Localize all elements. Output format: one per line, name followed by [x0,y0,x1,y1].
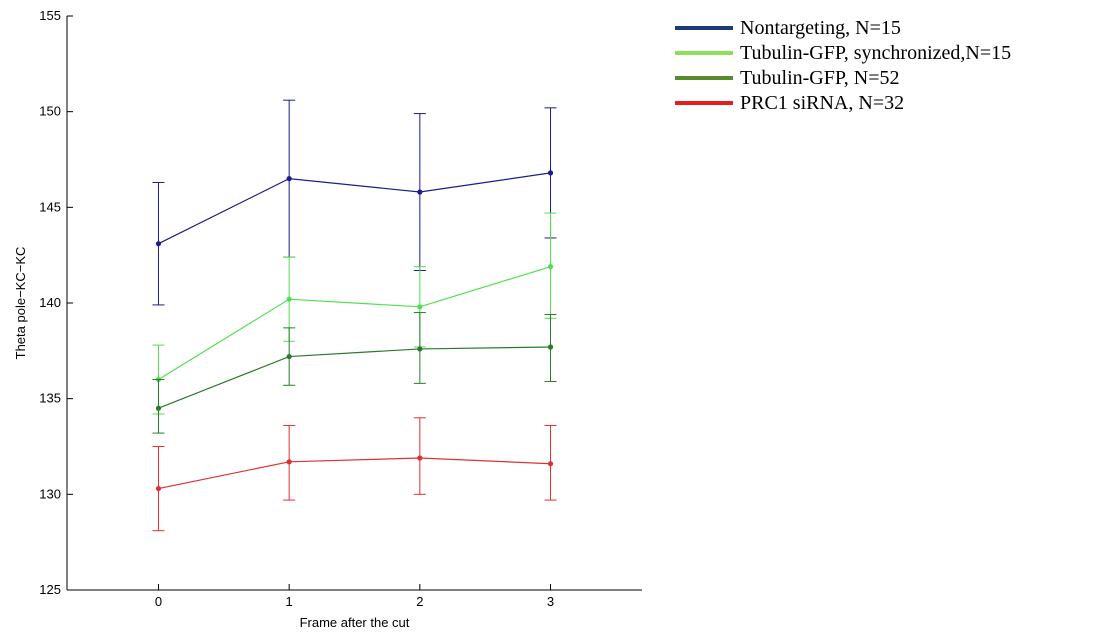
legend-label: Nontargeting, N=15 [740,17,901,39]
data-point [547,264,554,270]
data-point [417,189,423,195]
legend-label: Tubulin-GFP, synchronized,N=15 [740,42,1011,64]
x-tick-label: 2 [416,594,423,609]
legend: Nontargeting, N=15 Tubulin-GFP, synchroni… [675,17,1011,114]
series-2 [152,312,557,434]
legend-item: Nontargeting, N=15 [675,17,901,39]
series-1 [152,212,557,415]
legend-item: Tubulin-GFP, synchronized,N=15 [675,42,1011,64]
data-point [547,170,554,176]
data-point [417,346,423,352]
data-point [547,461,554,467]
data-point [286,176,292,182]
data-point [155,485,162,492]
y-tick-label: 155 [39,8,61,23]
x-tick-label: 0 [155,594,162,609]
data-point [286,459,292,465]
legend-item: PRC1 siRNA, N=32 [675,92,904,114]
y-tick-label: 145 [39,199,61,214]
series-layer [152,99,557,532]
y-axis-label: Theta pole−KC−KC [13,247,28,360]
series-line [158,346,551,409]
x-tick-label: 3 [547,594,554,609]
data-point [155,405,162,411]
series-3 [152,417,557,532]
axes: 125 130 135 140 145 150 155 0 1 2 3 [39,8,642,609]
data-point [286,353,292,360]
data-point [286,296,292,302]
y-tick-label: 140 [39,295,61,310]
y-tick-label: 125 [39,582,61,597]
data-point [417,304,423,310]
series-line [158,457,551,490]
y-tick-label: 135 [39,391,61,406]
legend-label: Tubulin-GFP, N=52 [740,67,899,89]
y-tick-label: 150 [39,104,61,119]
series-line [158,172,551,245]
data-point [417,455,423,461]
x-tick-label: 1 [286,594,293,609]
y-tick-label: 130 [39,486,61,501]
series-line [158,266,551,381]
series-0 [152,99,557,306]
legend-item: Tubulin-GFP, N=52 [675,67,899,89]
x-axis-label: Frame after the cut [300,615,410,630]
data-point [155,241,162,247]
data-point [547,344,554,350]
legend-label: PRC1 siRNA, N=32 [740,92,904,114]
